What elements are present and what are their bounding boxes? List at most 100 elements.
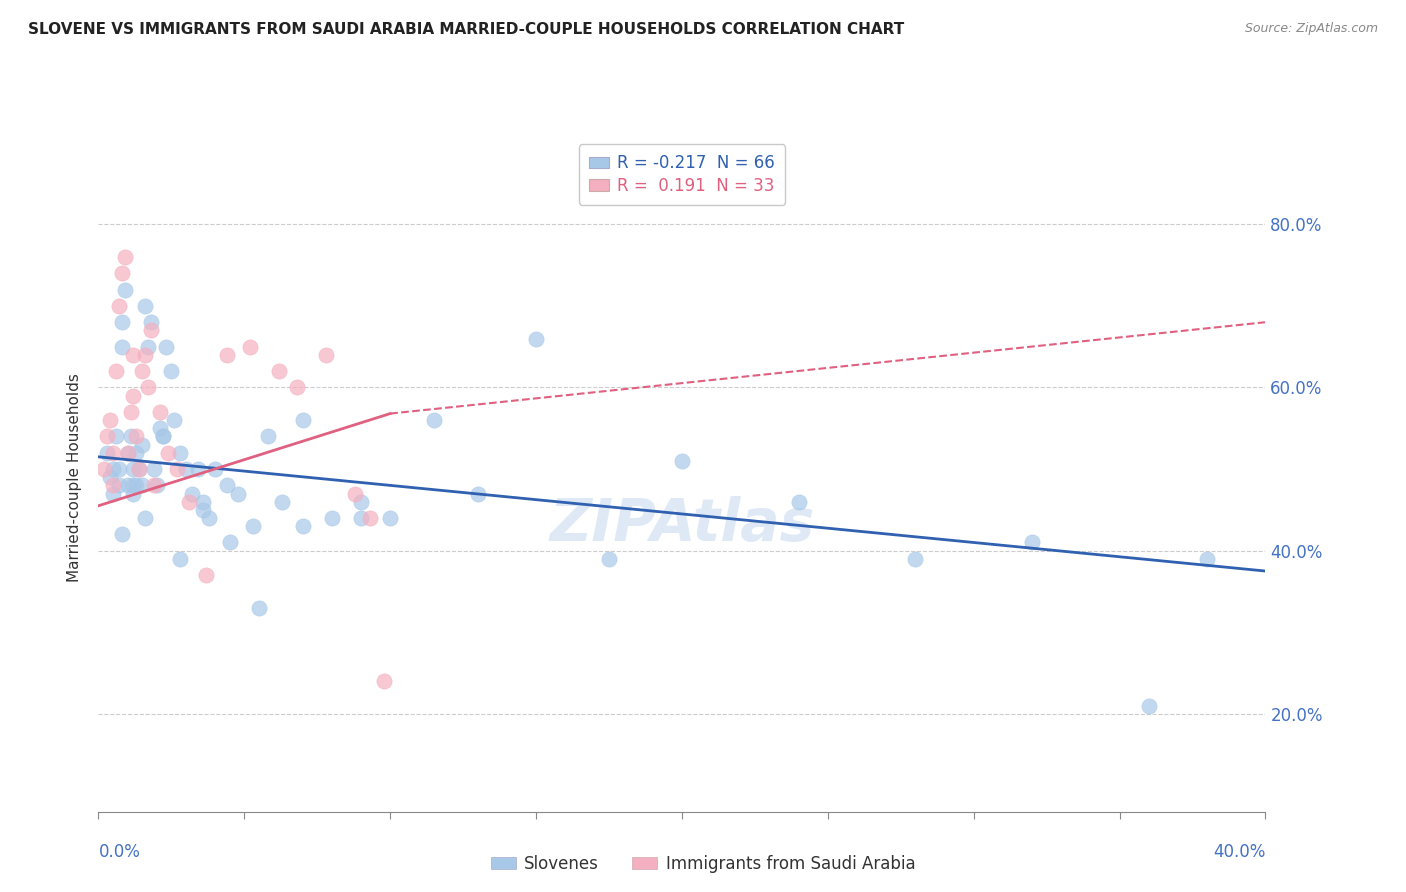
- Point: [139, 315, 162, 329]
- Point: [122, 478, 145, 492]
- Legend: R = -0.217  N = 66, R =  0.191  N = 33: R = -0.217 N = 66, R = 0.191 N = 33: [579, 145, 785, 204]
- Point: [155, 340, 177, 354]
- Point: [142, 462, 165, 476]
- Point: [169, 446, 191, 460]
- Point: [1137, 698, 1160, 713]
- Point: [111, 340, 134, 354]
- Point: [96, 446, 118, 460]
- Point: [180, 486, 202, 500]
- Point: [218, 535, 240, 549]
- Point: [146, 478, 169, 492]
- Point: [104, 429, 127, 443]
- Point: [136, 380, 159, 394]
- Point: [177, 494, 200, 508]
- Point: [359, 511, 381, 525]
- Point: [787, 494, 810, 508]
- Text: 0.0%: 0.0%: [98, 843, 141, 861]
- Point: [467, 486, 489, 500]
- Point: [120, 405, 142, 419]
- Point: [291, 519, 314, 533]
- Point: [114, 283, 136, 297]
- Point: [163, 413, 186, 427]
- Point: [108, 299, 131, 313]
- Point: [157, 446, 180, 460]
- Point: [96, 429, 118, 443]
- Point: [228, 486, 250, 500]
- Point: [195, 568, 218, 582]
- Point: [193, 503, 215, 517]
- Point: [152, 429, 174, 443]
- Point: [373, 674, 395, 689]
- Text: 40.0%: 40.0%: [1213, 843, 1265, 861]
- Point: [122, 486, 145, 500]
- Point: [187, 462, 209, 476]
- Point: [104, 364, 127, 378]
- Point: [350, 494, 373, 508]
- Point: [149, 405, 172, 419]
- Text: ZIPAtlas: ZIPAtlas: [550, 496, 814, 552]
- Point: [291, 413, 314, 427]
- Point: [117, 446, 139, 460]
- Point: [128, 462, 150, 476]
- Point: [239, 340, 262, 354]
- Point: [215, 348, 238, 362]
- Point: [93, 462, 115, 476]
- Point: [111, 527, 134, 541]
- Point: [108, 478, 131, 492]
- Point: [598, 551, 620, 566]
- Point: [285, 380, 308, 394]
- Point: [139, 323, 162, 337]
- Point: [1195, 551, 1218, 566]
- Legend: Slovenes, Immigrants from Saudi Arabia: Slovenes, Immigrants from Saudi Arabia: [484, 848, 922, 880]
- Point: [215, 478, 238, 492]
- Point: [160, 364, 183, 378]
- Point: [131, 437, 153, 451]
- Point: [198, 511, 221, 525]
- Point: [247, 600, 270, 615]
- Point: [344, 486, 367, 500]
- Point: [131, 478, 153, 492]
- Point: [125, 429, 148, 443]
- Point: [120, 429, 142, 443]
- Y-axis label: Married-couple Households: Married-couple Households: [67, 373, 83, 582]
- Point: [111, 315, 134, 329]
- Point: [671, 454, 693, 468]
- Point: [1021, 535, 1043, 549]
- Point: [117, 446, 139, 460]
- Point: [114, 250, 136, 264]
- Text: SLOVENE VS IMMIGRANTS FROM SAUDI ARABIA MARRIED-COUPLE HOUSEHOLDS CORRELATION CH: SLOVENE VS IMMIGRANTS FROM SAUDI ARABIA …: [28, 22, 904, 37]
- Point: [169, 551, 191, 566]
- Text: Source: ZipAtlas.com: Source: ZipAtlas.com: [1244, 22, 1378, 36]
- Point: [122, 348, 145, 362]
- Point: [98, 470, 121, 484]
- Point: [134, 348, 156, 362]
- Point: [98, 413, 121, 427]
- Point: [904, 551, 927, 566]
- Point: [117, 478, 139, 492]
- Point: [152, 429, 174, 443]
- Point: [131, 364, 153, 378]
- Point: [166, 462, 188, 476]
- Point: [315, 348, 337, 362]
- Point: [321, 511, 343, 525]
- Point: [174, 462, 197, 476]
- Point: [134, 511, 156, 525]
- Point: [101, 486, 124, 500]
- Point: [378, 511, 402, 525]
- Point: [136, 340, 159, 354]
- Point: [111, 266, 134, 280]
- Point: [128, 462, 150, 476]
- Point: [125, 446, 148, 460]
- Point: [271, 494, 294, 508]
- Point: [149, 421, 172, 435]
- Point: [204, 462, 226, 476]
- Point: [125, 478, 148, 492]
- Point: [101, 462, 124, 476]
- Point: [101, 446, 124, 460]
- Point: [134, 299, 156, 313]
- Point: [108, 462, 131, 476]
- Point: [101, 478, 124, 492]
- Point: [350, 511, 373, 525]
- Point: [122, 389, 145, 403]
- Point: [242, 519, 264, 533]
